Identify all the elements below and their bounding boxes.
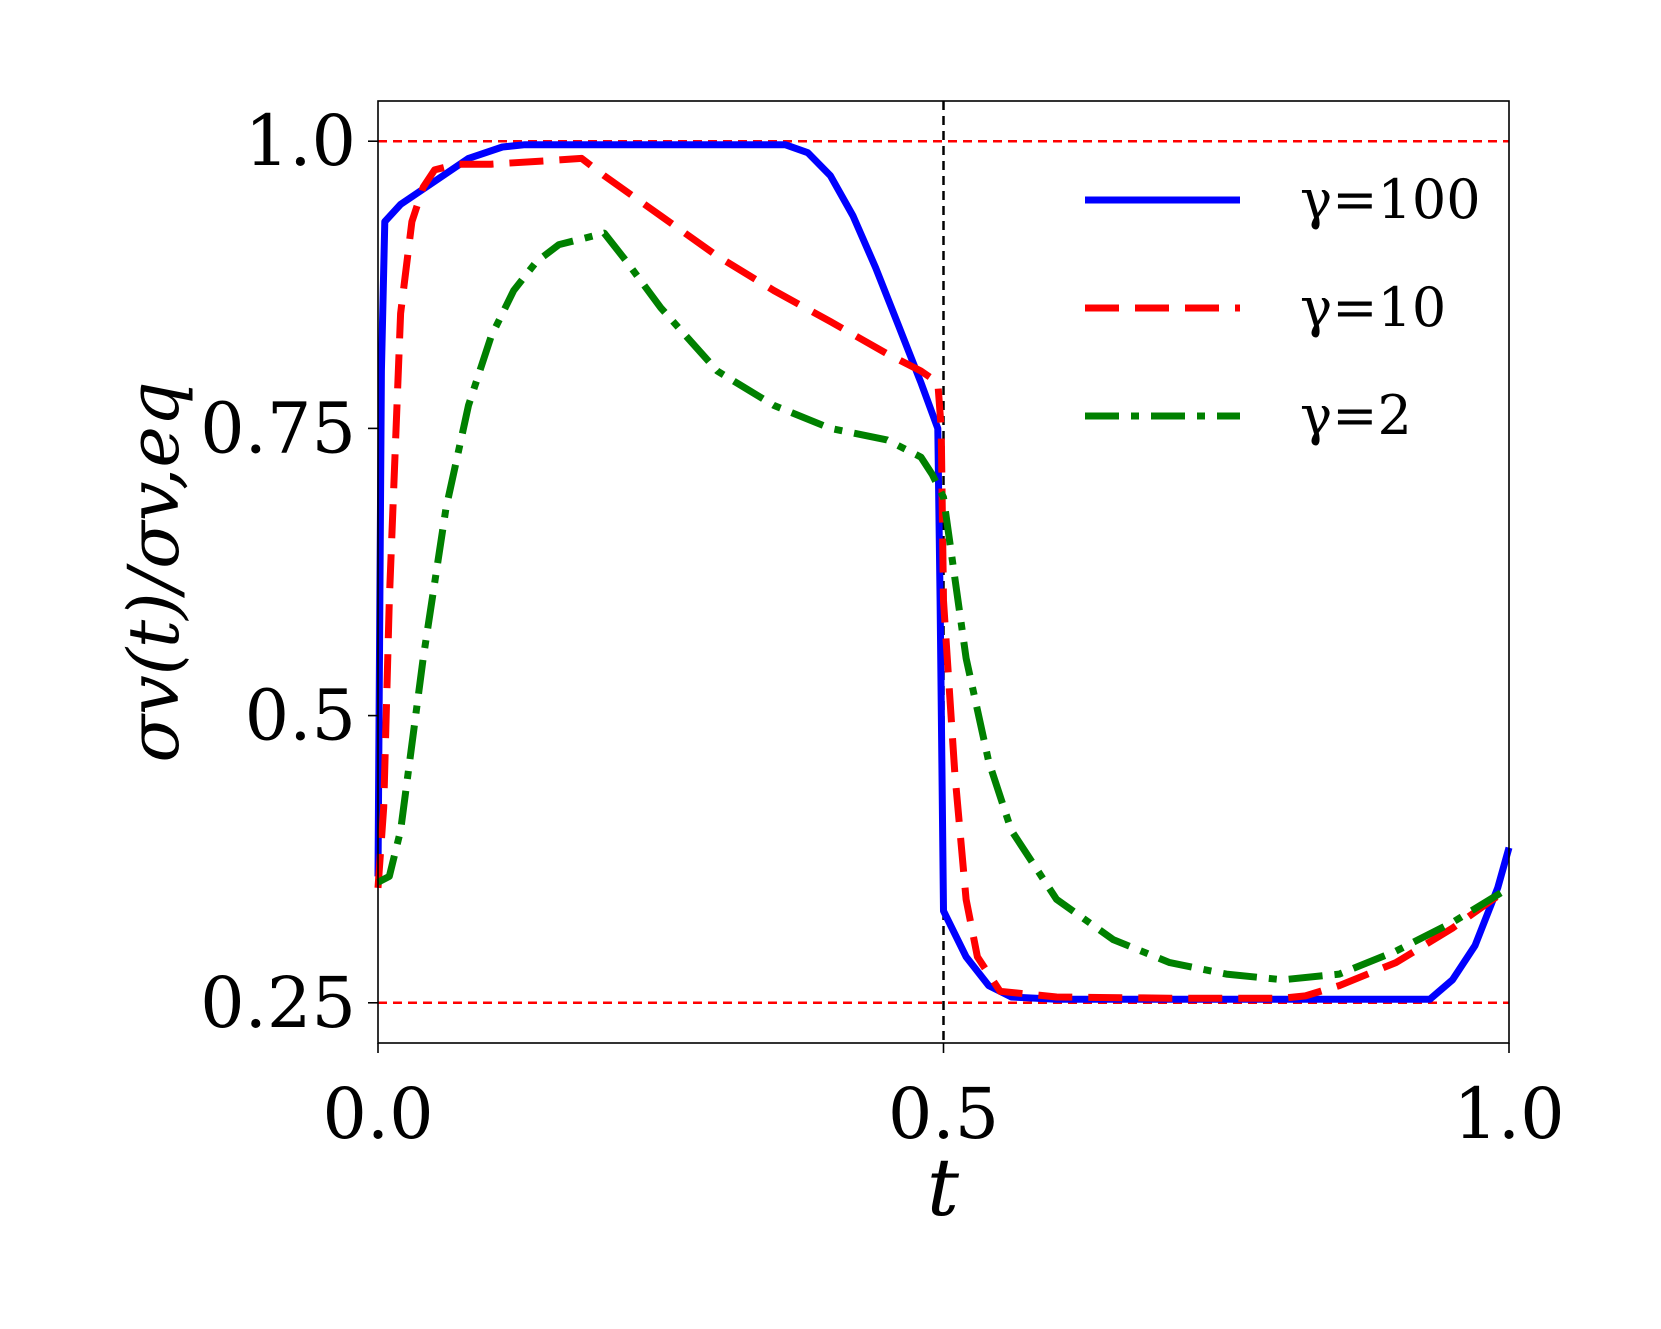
y-tick-label: 0.5 — [245, 675, 356, 757]
legend-label-3: γ=2 — [1300, 384, 1412, 447]
series-line-2 — [374, 154, 1512, 1002]
legend-label-2: γ=10 — [1300, 276, 1446, 339]
y-tick-label: 1.0 — [245, 100, 356, 182]
x-axis-label: t — [927, 1141, 960, 1234]
series-line-1 — [374, 141, 1513, 1003]
x-tick-label: 0.5 — [888, 1073, 999, 1155]
series-line-3 — [376, 229, 1511, 984]
legend: γ=100 γ=10 γ=2 — [1085, 168, 1481, 447]
y-axis-label: σv(t)/σv,eq — [113, 381, 195, 762]
x-axis: 0.0 0.5 1.0 — [322, 1043, 1565, 1155]
legend-label-1: γ=100 — [1300, 168, 1481, 231]
plot-area — [374, 101, 1513, 1043]
x-tick-label: 1.0 — [1453, 1073, 1564, 1155]
y-tick-label: 0.25 — [200, 962, 356, 1044]
y-axis: 0.25 0.5 0.75 1.0 — [200, 100, 378, 1044]
x-tick-label: 0.0 — [322, 1073, 433, 1155]
y-tick-label: 0.75 — [200, 387, 356, 469]
